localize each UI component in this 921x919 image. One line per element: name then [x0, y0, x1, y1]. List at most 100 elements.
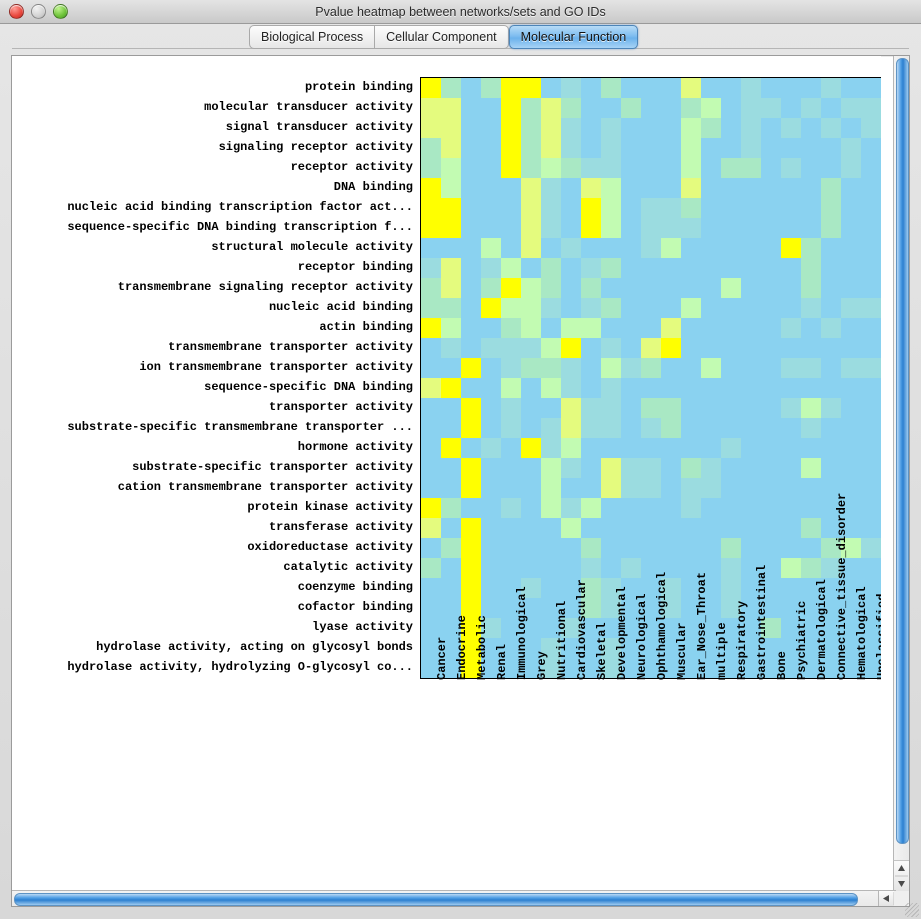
heatmap-cell[interactable]: [761, 78, 781, 98]
heatmap-cell[interactable]: [481, 658, 501, 678]
heatmap-cell[interactable]: [641, 78, 661, 98]
heatmap-cell[interactable]: [521, 558, 541, 578]
heatmap-cell[interactable]: [541, 218, 561, 238]
heatmap-cell[interactable]: [721, 158, 741, 178]
heatmap-cell[interactable]: [561, 658, 581, 678]
heatmap-cell[interactable]: [601, 518, 621, 538]
heatmap-cell[interactable]: [801, 518, 821, 538]
heatmap-cell[interactable]: [521, 318, 541, 338]
heatmap-cell[interactable]: [621, 178, 641, 198]
heatmap-cell[interactable]: [781, 378, 801, 398]
heatmap-cell[interactable]: [481, 458, 501, 478]
heatmap-cell[interactable]: [761, 598, 781, 618]
heatmap-cell[interactable]: [541, 478, 561, 498]
heatmap-cell[interactable]: [601, 298, 621, 318]
heatmap-cell[interactable]: [721, 278, 741, 298]
heatmap-cell[interactable]: [441, 518, 461, 538]
heatmap-cell[interactable]: [661, 158, 681, 178]
heatmap-cell[interactable]: [521, 258, 541, 278]
heatmap-cell[interactable]: [601, 158, 621, 178]
heatmap-grid[interactable]: [420, 77, 881, 679]
heatmap-cell[interactable]: [801, 658, 821, 678]
heatmap-cell[interactable]: [561, 618, 581, 638]
heatmap-cell[interactable]: [721, 338, 741, 358]
heatmap-cell[interactable]: [561, 298, 581, 318]
heatmap-cell[interactable]: [721, 658, 741, 678]
heatmap-cell[interactable]: [741, 218, 761, 238]
heatmap-cell[interactable]: [761, 238, 781, 258]
heatmap-cell[interactable]: [621, 398, 641, 418]
heatmap-cell[interactable]: [581, 98, 601, 118]
heatmap-cell[interactable]: [821, 258, 841, 278]
heatmap-cell[interactable]: [441, 638, 461, 658]
heatmap-cell[interactable]: [621, 218, 641, 238]
heatmap-cell[interactable]: [741, 258, 761, 278]
heatmap-cell[interactable]: [741, 518, 761, 538]
heatmap-cell[interactable]: [501, 98, 521, 118]
heatmap-cell[interactable]: [861, 258, 881, 278]
heatmap-cell[interactable]: [861, 518, 881, 538]
heatmap-cell[interactable]: [541, 418, 561, 438]
heatmap-cell[interactable]: [541, 578, 561, 598]
heatmap-cell[interactable]: [441, 458, 461, 478]
heatmap-cell[interactable]: [621, 98, 641, 118]
heatmap-cell[interactable]: [701, 318, 721, 338]
zoom-button-icon[interactable]: [53, 4, 68, 19]
heatmap-cell[interactable]: [441, 478, 461, 498]
heatmap-cell[interactable]: [801, 458, 821, 478]
heatmap-cell[interactable]: [501, 458, 521, 478]
heatmap-cell[interactable]: [421, 498, 441, 518]
heatmap-cell[interactable]: [701, 218, 721, 238]
heatmap-cell[interactable]: [761, 558, 781, 578]
heatmap-cell[interactable]: [781, 598, 801, 618]
heatmap-cell[interactable]: [441, 438, 461, 458]
heatmap-cell[interactable]: [681, 258, 701, 278]
heatmap-cell[interactable]: [461, 138, 481, 158]
heatmap-cell[interactable]: [761, 538, 781, 558]
heatmap-cell[interactable]: [761, 418, 781, 438]
heatmap-cell[interactable]: [701, 458, 721, 478]
heatmap-cell[interactable]: [521, 178, 541, 198]
heatmap-cell[interactable]: [601, 598, 621, 618]
heatmap-cell[interactable]: [521, 418, 541, 438]
heatmap-cell[interactable]: [581, 418, 601, 438]
heatmap-cell[interactable]: [541, 538, 561, 558]
heatmap-cell[interactable]: [681, 238, 701, 258]
horizontal-scrollbar-thumb[interactable]: [14, 893, 858, 906]
heatmap-cell[interactable]: [421, 238, 441, 258]
heatmap-cell[interactable]: [761, 258, 781, 278]
heatmap-cell[interactable]: [661, 618, 681, 638]
heatmap-cell[interactable]: [561, 338, 581, 358]
heatmap-cell[interactable]: [421, 518, 441, 538]
heatmap-cell[interactable]: [501, 398, 521, 418]
heatmap-cell[interactable]: [801, 78, 821, 98]
heatmap-cell[interactable]: [561, 258, 581, 278]
heatmap-cell[interactable]: [481, 338, 501, 358]
heatmap-cell[interactable]: [541, 358, 561, 378]
heatmap-cell[interactable]: [761, 438, 781, 458]
heatmap-cell[interactable]: [581, 378, 601, 398]
heatmap-cell[interactable]: [441, 498, 461, 518]
heatmap-cell[interactable]: [521, 278, 541, 298]
heatmap-cell[interactable]: [461, 338, 481, 358]
heatmap-cell[interactable]: [561, 478, 581, 498]
heatmap-cell[interactable]: [421, 198, 441, 218]
heatmap-cell[interactable]: [801, 358, 821, 378]
heatmap-cell[interactable]: [701, 238, 721, 258]
heatmap-cell[interactable]: [521, 238, 541, 258]
heatmap-cell[interactable]: [741, 438, 761, 458]
heatmap-cell[interactable]: [801, 618, 821, 638]
heatmap-cell[interactable]: [501, 318, 521, 338]
heatmap-cell[interactable]: [661, 238, 681, 258]
heatmap-cell[interactable]: [721, 358, 741, 378]
heatmap-cell[interactable]: [721, 538, 741, 558]
heatmap-cell[interactable]: [461, 238, 481, 258]
heatmap-cell[interactable]: [521, 598, 541, 618]
heatmap-cell[interactable]: [521, 118, 541, 138]
heatmap-cell[interactable]: [601, 618, 621, 638]
heatmap-cell[interactable]: [461, 98, 481, 118]
heatmap-cell[interactable]: [541, 278, 561, 298]
heatmap-cell[interactable]: [541, 378, 561, 398]
heatmap-cell[interactable]: [501, 378, 521, 398]
heatmap-cell[interactable]: [461, 78, 481, 98]
